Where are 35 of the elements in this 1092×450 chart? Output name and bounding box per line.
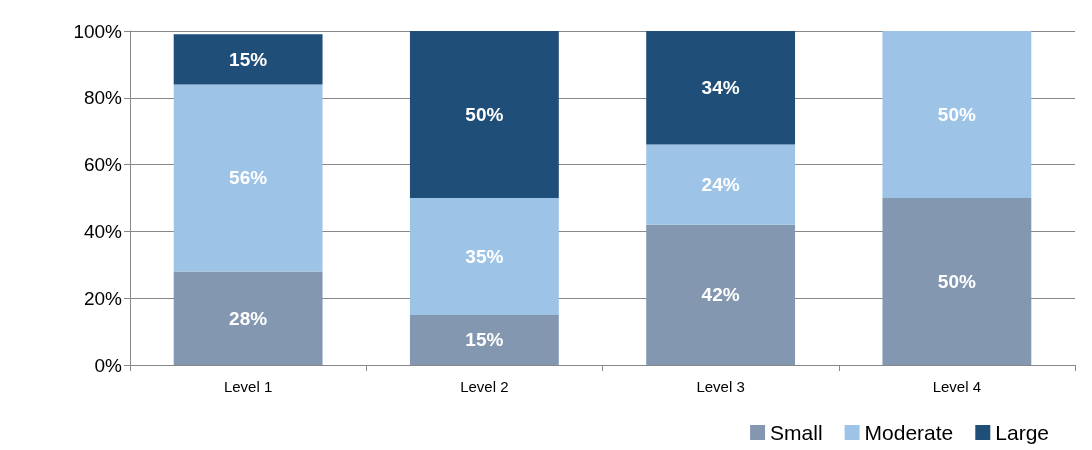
data-label: 24%	[701, 174, 740, 196]
bar	[882, 31, 1032, 198]
bar	[173, 84, 323, 272]
data-label: 15%	[465, 329, 504, 351]
data-label: 42%	[701, 284, 740, 306]
x-tick-label: Level 4	[932, 378, 982, 395]
y-tick-label: 80%	[83, 87, 123, 109]
bar	[409, 31, 559, 198]
x-tick-label: Level 2	[460, 378, 509, 395]
data-label: 50%	[465, 104, 504, 125]
y-tick-label: 100%	[73, 20, 123, 42]
y-tick-label: 20%	[83, 287, 123, 309]
data-label: 28%	[229, 307, 268, 329]
bar	[409, 198, 559, 315]
x-tick-label: Level 1	[223, 378, 273, 395]
bar	[646, 144, 796, 225]
legend-label: Moderate	[864, 421, 954, 444]
legend-label: Small	[770, 421, 823, 444]
y-tick-label: 60%	[83, 154, 123, 176]
y-tick-label: 0%	[94, 354, 123, 376]
bar	[173, 271, 323, 365]
bar	[646, 224, 796, 365]
y-tick-label: 40%	[83, 220, 123, 242]
legend-label: Large	[995, 421, 1050, 444]
bar	[882, 198, 1032, 365]
data-label: 56%	[229, 167, 268, 189]
data-label: 34%	[701, 77, 740, 99]
data-label: 50%	[937, 104, 976, 125]
x-tick-label: Level 3	[696, 378, 745, 395]
bar	[173, 34, 323, 85]
data-label: 15%	[229, 48, 268, 70]
bar	[646, 31, 796, 145]
data-label: 50%	[937, 271, 976, 292]
bar	[409, 314, 559, 365]
data-label: 35%	[465, 245, 504, 267]
